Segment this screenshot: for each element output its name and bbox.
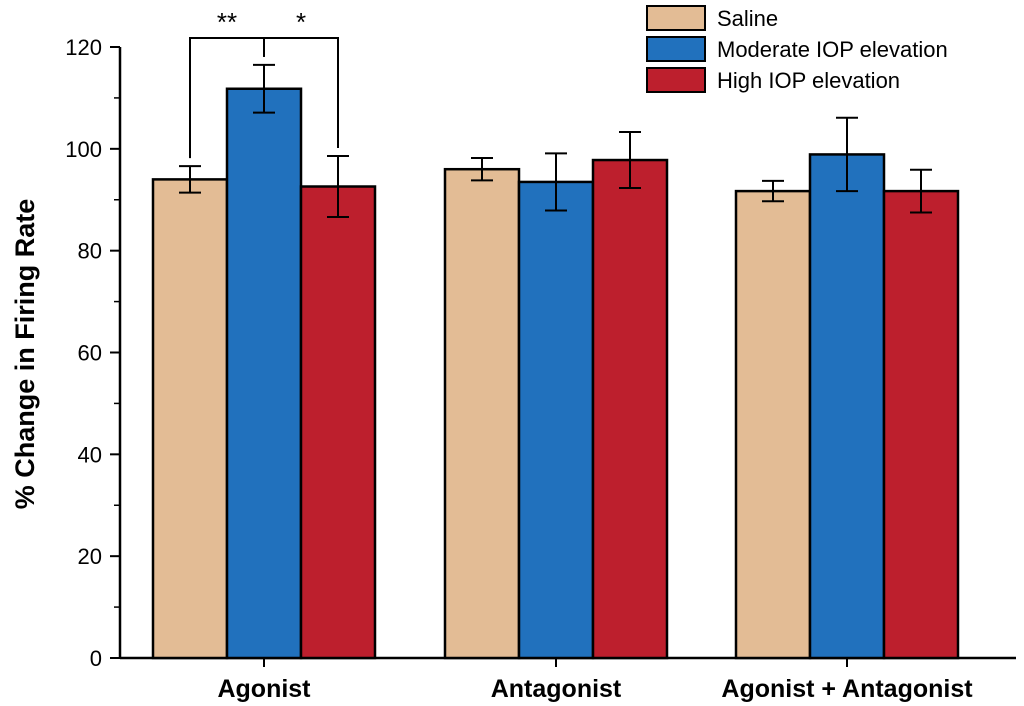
y-tick-label: 0 <box>90 646 102 671</box>
significance-bracket <box>263 37 339 148</box>
legend-label: Saline <box>717 6 778 31</box>
bar <box>808 153 886 660</box>
y-tick-label: 60 <box>78 341 102 366</box>
legend-swatch <box>646 67 706 93</box>
legend-label: Moderate IOP elevation <box>717 37 948 62</box>
x-category-label: Agonist + Antagonist <box>721 675 973 703</box>
significance-annotations: ** * <box>189 7 339 159</box>
significance-label: ** <box>217 7 237 37</box>
y-tick-label: 100 <box>65 137 102 162</box>
bar <box>443 167 521 660</box>
legend: Saline Moderate IOP elevation High IOP ele… <box>646 5 948 93</box>
legend-label: High IOP elevation <box>717 68 900 93</box>
y-axis-title: % Change in Firing Rate <box>10 199 40 510</box>
x-category-label: Agonist <box>217 675 311 703</box>
bar <box>882 189 960 660</box>
legend-swatch <box>646 5 706 31</box>
y-tick-label: 80 <box>78 239 102 264</box>
y-tick-label: 20 <box>78 544 102 569</box>
bar <box>591 158 669 660</box>
bar <box>734 189 812 660</box>
bar <box>151 178 229 660</box>
x-category-label: Antagonist <box>491 675 622 703</box>
y-tick-label: 40 <box>78 442 102 467</box>
error-bars <box>179 63 932 219</box>
bar <box>517 180 595 660</box>
bar <box>299 185 377 660</box>
y-tick-label: 120 <box>65 35 102 60</box>
bar <box>225 87 303 660</box>
significance-label: * <box>296 7 306 37</box>
legend-swatch <box>646 36 706 62</box>
bars <box>151 87 960 660</box>
